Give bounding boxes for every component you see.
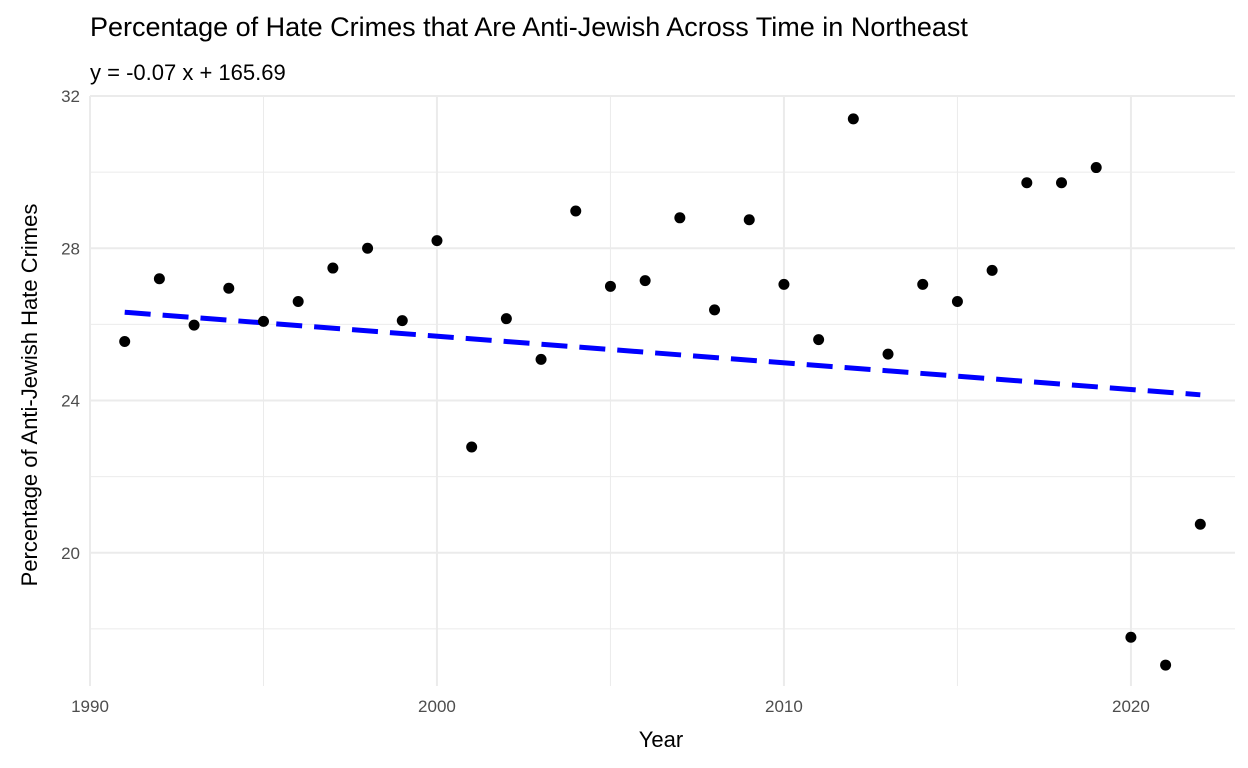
chart-subtitle: y = -0.07 x + 165.69 xyxy=(90,60,286,85)
data-point xyxy=(1090,162,1102,174)
x-axis-title: Year xyxy=(639,727,683,752)
data-point xyxy=(500,313,512,325)
y-tick-label: 24 xyxy=(61,392,80,411)
data-point xyxy=(951,296,963,308)
data-point xyxy=(466,441,478,453)
data-point xyxy=(535,353,547,365)
data-point xyxy=(674,212,686,224)
x-tick-label: 1990 xyxy=(71,697,109,716)
data-point xyxy=(917,278,929,290)
trend-line xyxy=(124,309,1201,398)
y-tick-labels: 20 24 28 32 xyxy=(61,87,80,563)
data-point xyxy=(431,235,443,247)
data-point xyxy=(778,278,790,290)
data-point xyxy=(223,282,235,294)
data-point xyxy=(396,315,408,327)
data-point xyxy=(709,304,721,316)
data-point xyxy=(188,319,200,331)
data-point xyxy=(119,336,131,348)
data-point xyxy=(1125,631,1137,643)
x-tick-label: 2010 xyxy=(765,697,803,716)
data-point xyxy=(1160,659,1172,671)
data-point xyxy=(847,113,859,125)
data-point xyxy=(1056,177,1068,189)
x-tick-label: 2000 xyxy=(418,697,456,716)
data-point xyxy=(1194,518,1206,530)
x-tick-labels: 1990 2000 2010 2020 xyxy=(71,697,1150,716)
y-tick-label: 32 xyxy=(61,87,80,106)
data-point xyxy=(882,348,894,360)
data-point xyxy=(1021,177,1033,189)
data-point xyxy=(813,334,825,346)
data-point xyxy=(570,205,582,217)
chart-title: Percentage of Hate Crimes that Are Anti-… xyxy=(90,12,968,42)
y-tick-label: 20 xyxy=(61,544,80,563)
data-point xyxy=(153,273,165,285)
x-tick-label: 2020 xyxy=(1112,697,1150,716)
y-tick-label: 28 xyxy=(61,239,80,258)
data-point xyxy=(327,262,339,274)
data-point xyxy=(362,242,374,254)
data-point xyxy=(986,264,998,276)
data-point xyxy=(639,275,651,287)
data-point xyxy=(743,214,755,226)
y-axis-title: Percentage of Anti-Jewish Hate Crimes xyxy=(17,204,42,587)
points-layer xyxy=(119,113,1206,671)
data-point xyxy=(292,296,304,308)
trend-layer xyxy=(124,309,1201,398)
data-point xyxy=(604,280,616,292)
data-point xyxy=(257,315,269,327)
